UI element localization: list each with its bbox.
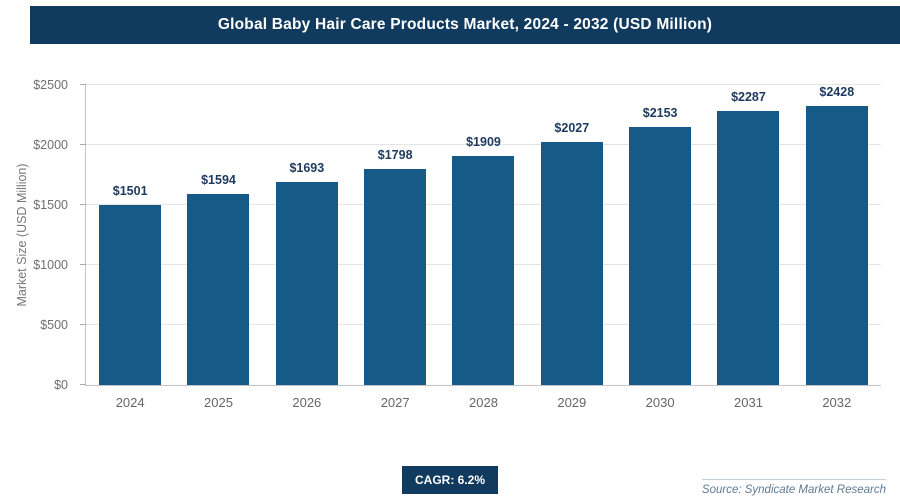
bar-group: $2027 2029: [528, 85, 616, 410]
bar: [275, 181, 338, 385]
x-axis-label: 2029: [557, 395, 587, 410]
bar-value-label: $2287: [731, 89, 766, 104]
chart-title-banner: Global Baby Hair Care Products Market, 2…: [30, 6, 900, 44]
bar: [629, 126, 692, 385]
x-axis-label: 2027: [380, 395, 410, 410]
cagr-badge: CAGR: 6.2%: [401, 466, 499, 494]
y-tick-label: $2500: [33, 78, 68, 92]
bar-value-label: $2027: [554, 120, 590, 135]
bar-value-label: $2153: [642, 105, 678, 120]
y-tick-mark: [80, 144, 86, 145]
bar: [99, 204, 162, 385]
bar-group: $1798 2027: [351, 85, 439, 410]
bar-group: $2428 2032: [793, 85, 881, 410]
y-tick-mark: [80, 84, 86, 85]
chart-title: Global Baby Hair Care Products Market, 2…: [217, 16, 713, 33]
bar-group: $1501 2024: [86, 85, 174, 410]
y-tick-mark: [80, 204, 86, 205]
y-tick-label: $1500: [33, 198, 68, 212]
bar: [364, 169, 427, 385]
y-tick-label: $2000: [33, 138, 68, 152]
bar-group: $2287 2031: [704, 85, 792, 410]
x-axis-label: 2028: [469, 395, 498, 410]
plot-area: $1501 2024 $1594 2025 $1693 2026 $1798 2027 $190…: [80, 84, 881, 410]
bar: [452, 155, 515, 385]
bar: [540, 141, 603, 385]
y-tick-mark: [80, 384, 86, 385]
bar-value-label: $1798: [377, 148, 413, 163]
y-axis-ticks: $0 $500 $1000 $1500 $2000 $2500: [0, 78, 78, 392]
bar-value-label: $1594: [201, 172, 236, 187]
y-tick-mark: [80, 324, 86, 325]
bar-value-label: $1501: [112, 183, 148, 198]
y-tick-mark: [80, 264, 86, 265]
bars-container: $1501 2024 $1594 2025 $1693 2026 $1798 2027 $190…: [86, 85, 881, 410]
x-axis-label: 2024: [115, 395, 145, 410]
bar-group: $1909 2028: [439, 85, 527, 410]
y-tick-label: $1000: [33, 258, 68, 272]
bar-value-label: $2428: [819, 85, 855, 99]
x-axis-label: 2025: [204, 395, 233, 410]
x-axis-label: 2030: [645, 395, 675, 410]
source-text: Source: Syndicate Market Research: [701, 479, 886, 496]
x-axis-label: 2032: [822, 395, 852, 410]
x-axis-label: 2031: [734, 395, 763, 410]
bar: [805, 106, 868, 385]
bar: [717, 110, 780, 385]
y-tick-label: $0: [54, 378, 68, 392]
bar-value-label: $1693: [289, 160, 325, 175]
bar-group: $1594 2025: [174, 85, 262, 410]
bar-group: $1693 2026: [263, 85, 351, 410]
y-tick-label: $500: [40, 318, 68, 332]
x-axis-label: 2026: [292, 395, 322, 410]
bar: [187, 193, 250, 385]
bar-value-label: $1909: [466, 134, 501, 149]
gridline: [86, 84, 881, 85]
gridline: [86, 144, 881, 145]
bar-group: $2153 2030: [616, 85, 704, 410]
